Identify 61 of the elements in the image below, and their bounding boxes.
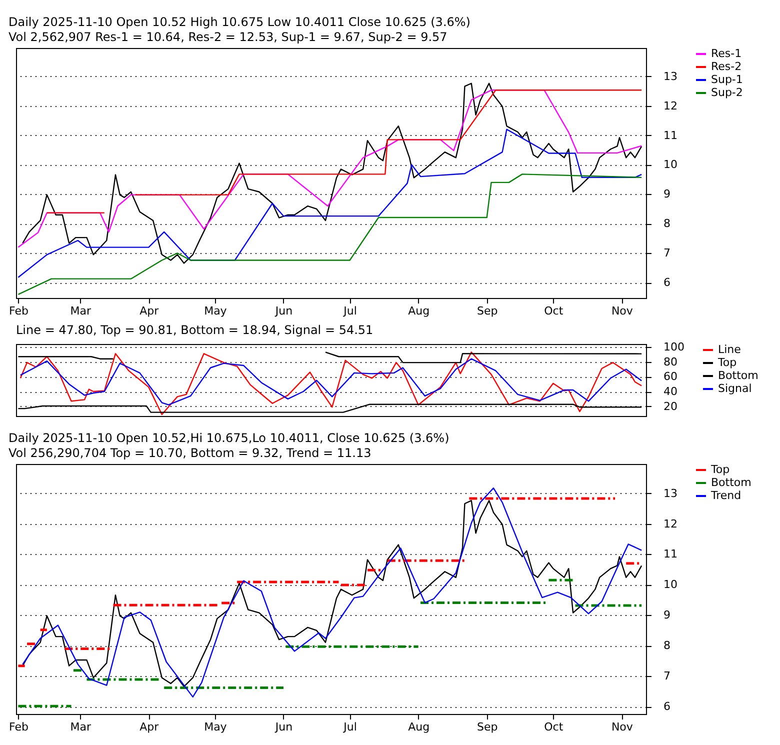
- line-series: [20, 352, 642, 416]
- x-tick-label: Jul: [342, 304, 357, 318]
- x-tick-label: Mar: [70, 720, 92, 734]
- x-tick-label: Sep: [476, 720, 498, 734]
- chart-title: Daily 2025-11-10 Open 10.52,Hi 10.675,Lo 10.4011, Close 10.625 (3.6%): [8, 431, 450, 445]
- legend-label: Bottom: [718, 369, 758, 382]
- legend-label: Res-1: [711, 47, 742, 60]
- x-tick-label: Jul: [342, 720, 357, 734]
- x-tick-label: Nov: [611, 304, 634, 318]
- legend-label: Top: [710, 463, 730, 476]
- x-tick-label: Jun: [274, 304, 293, 318]
- y-tick-label: 20: [664, 400, 678, 413]
- line-series: [18, 174, 642, 296]
- legend-label: Line: [718, 343, 742, 356]
- y-tick-label: 9: [664, 608, 670, 622]
- x-tick-label: Nov: [611, 720, 634, 734]
- line-series: [20, 358, 642, 406]
- legend-label: Top: [717, 356, 737, 369]
- y-tick-label: 6: [664, 276, 670, 290]
- x-tick-label: Oct: [544, 720, 564, 734]
- y-tick-label: 60: [664, 370, 678, 384]
- x-tick-label: May: [204, 720, 228, 734]
- legend-label: Sup-2: [711, 86, 743, 99]
- y-tick-label: 13: [664, 70, 678, 83]
- line-series: [18, 128, 642, 278]
- x-tick-label: Aug: [408, 720, 430, 734]
- y-tick-label: 7: [664, 246, 670, 260]
- y-tick-label: 11: [664, 128, 678, 142]
- x-tick-label: Aug: [408, 304, 430, 318]
- legend-label: Sup-1: [711, 73, 743, 86]
- legend-label: Bottom: [711, 476, 752, 489]
- y-tick-label: 40: [664, 385, 678, 398]
- chart-title: Line = 47.80, Top = 90.81, Bottom = 18.94, Signal = 54.51: [16, 322, 374, 337]
- y-tick-label: 7: [664, 670, 670, 683]
- legend-label: Trend: [710, 489, 742, 502]
- y-tick-label: 10: [664, 578, 678, 592]
- chart-title: Daily 2025-11-10 Open 10.52 High 10.675 Low 10.4011 Close 10.625 (3.6%): [8, 15, 470, 29]
- chart-subtitle: Vol 256,290,704 Top = 10.70, Bottom = 9.32, Trend = 11.13: [8, 446, 372, 460]
- x-tick-label: Feb: [8, 304, 28, 318]
- x-tick-label: Oct: [544, 304, 564, 318]
- y-tick-label: 11: [664, 548, 678, 561]
- x-tick-label: May: [204, 304, 228, 318]
- x-tick-label: Apr: [140, 720, 160, 734]
- chart-subtitle: Vol 2,562,907 Res-1 = 10.64, Res-2 = 12.53, Sup-1 = 9.67, Sup-2 = 9.57: [8, 30, 448, 44]
- y-tick-label: 13: [664, 486, 678, 500]
- x-tick-label: Apr: [140, 304, 160, 318]
- x-tick-label: Feb: [8, 720, 28, 734]
- y-tick-label: 8: [664, 217, 670, 230]
- y-tick-label: 9: [664, 188, 670, 201]
- x-tick-label: Jun: [274, 720, 293, 734]
- y-tick-label: 12: [664, 517, 678, 530]
- y-tick-label: 12: [664, 99, 678, 112]
- y-tick-label: 10: [664, 158, 678, 172]
- y-tick-label: 100: [664, 340, 684, 354]
- x-tick-label: Sep: [476, 304, 498, 318]
- y-tick-label: 8: [664, 639, 670, 652]
- legend-label: Signal: [718, 382, 752, 395]
- y-tick-label: 80: [664, 355, 678, 368]
- y-tick-label: 6: [664, 700, 670, 714]
- x-tick-label: Mar: [70, 304, 92, 318]
- legend-label: Res-2: [711, 60, 742, 73]
